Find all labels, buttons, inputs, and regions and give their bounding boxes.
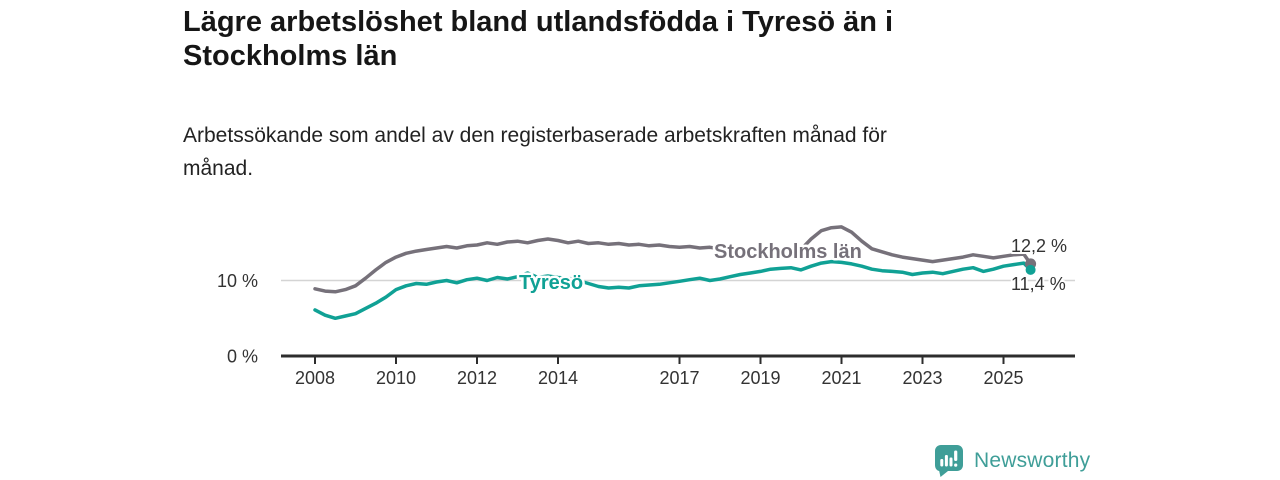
logo-bubble-shape (935, 445, 963, 477)
chart-subtitle-line1: Arbetssökande som andel av den registerb… (183, 124, 887, 147)
y-tick-label-10: 10 % (217, 271, 258, 291)
series-line-stockholms-lan (313, 225, 1033, 294)
x-tick-label-2012: 2012 (457, 368, 497, 388)
logo-exclamation-dot (954, 463, 958, 467)
x-tick-label-2017: 2017 (659, 368, 699, 388)
newsworthy-branding: Newsworthy (934, 444, 1090, 477)
x-tick-label-2025: 2025 (983, 368, 1023, 388)
y-tick-label-0: 0 % (227, 347, 258, 367)
x-tick-label-2014: 2014 (538, 368, 578, 388)
chart-subtitle: Arbetssökande som andel av den registerb… (183, 119, 1063, 185)
series-label-tyreso: Tyresö (519, 272, 583, 294)
line-chart: 2008 2010 2012 2014 2017 2019 2021 2023 2025 10 %… (0, 200, 1280, 410)
newsworthy-logo-icon (935, 445, 963, 477)
end-value-label-tyreso: 11,4 % (1011, 274, 1066, 294)
logo-exclamation-bar (954, 450, 958, 461)
end-value-label-stockholms-lan: 12,2 % (1011, 236, 1067, 256)
chart-title-line2: Stockholms län (183, 40, 398, 72)
x-tick-label-2008: 2008 (295, 368, 335, 388)
chart-title-line1: Lägre arbetslöshet bland utlandsfödda i … (183, 6, 894, 38)
x-tick-label-2023: 2023 (902, 368, 942, 388)
x-tick-label-2019: 2019 (740, 368, 780, 388)
series-label-stockholms-lan: Stockholms län (714, 241, 862, 263)
logo-bar-1 (940, 459, 944, 467)
end-dot-tyreso (1025, 264, 1036, 275)
logo-bar-3 (949, 457, 953, 467)
newsworthy-wordmark: Newsworthy (974, 448, 1091, 472)
x-tick-label-2021: 2021 (821, 368, 861, 388)
x-tick-label-2010: 2010 (376, 368, 416, 388)
logo-bar-2 (944, 455, 948, 467)
series-line-tyreso (313, 259, 1033, 321)
chart-subtitle-line2: månad. (183, 157, 254, 180)
chart-title: Lägre arbetslöshet bland utlandsfödda i … (183, 5, 1083, 73)
chart-svg: 2008 2010 2012 2014 2017 2019 2021 2023 2025 10 %… (217, 225, 1075, 388)
